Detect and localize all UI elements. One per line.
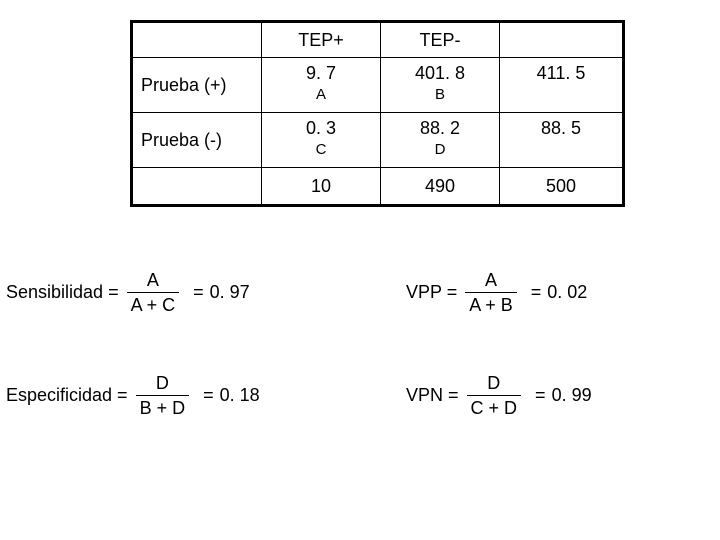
especificidad-result: 0. 18 — [220, 385, 260, 406]
header-total-blank — [500, 22, 624, 58]
cell-C-tag: C — [262, 139, 380, 159]
vpn-num: D — [483, 373, 504, 395]
sensibilidad-equals: = — [193, 282, 204, 303]
cell-B: 401. 8 B — [381, 58, 500, 113]
row-label-prueba-pos: Prueba (+) — [132, 58, 262, 113]
especificidad-den: B + D — [136, 395, 190, 418]
vpp-equals: = — [531, 282, 542, 303]
row-total-1-value: 88. 5 — [500, 113, 622, 139]
contingency-table: TEP+ TEP- Prueba (+) 9. 7 A 401. 8 B 411… — [130, 20, 625, 207]
row-total-0: 411. 5 — [500, 58, 624, 113]
vpn-result: 0. 99 — [552, 385, 592, 406]
vpn-label: VPN = — [406, 385, 459, 406]
cell-C-value: 0. 3 — [262, 113, 380, 139]
row-label-prueba-neg: Prueba (-) — [132, 113, 262, 168]
sensibilidad-label: Sensibilidad = — [6, 282, 119, 303]
cell-C: 0. 3 C — [262, 113, 381, 168]
cell-A: 9. 7 A — [262, 58, 381, 113]
vpp-num: A — [481, 270, 501, 292]
row-total-1: 88. 5 — [500, 113, 624, 168]
especificidad-num: D — [152, 373, 173, 395]
totals-label-blank — [132, 168, 262, 206]
cell-D-tag: D — [381, 139, 499, 159]
cell-A-tag: A — [262, 84, 380, 104]
cell-A-value: 9. 7 — [262, 58, 380, 84]
header-tep-pos: TEP+ — [262, 22, 381, 58]
header-blank — [132, 22, 262, 58]
especificidad-fraction: D B + D — [136, 373, 190, 418]
table-row: Prueba (+) 9. 7 A 401. 8 B 411. 5 — [132, 58, 624, 113]
vpp-label: VPP = — [406, 282, 457, 303]
formulas-block: Sensibilidad = A A + C = 0. 97 VPP = A A… — [0, 270, 720, 476]
sensibilidad-result: 0. 97 — [210, 282, 250, 303]
vpp-den: A + B — [465, 292, 517, 315]
totals-row: 10 490 500 — [132, 168, 624, 206]
formula-row-1: Sensibilidad = A A + C = 0. 97 VPP = A A… — [0, 270, 720, 315]
cell-B-value: 401. 8 — [381, 58, 499, 84]
vpn-equals: = — [535, 385, 546, 406]
vpp-fraction: A A + B — [465, 270, 517, 315]
formula-row-2: Especificidad = D B + D = 0. 18 VPN = D … — [0, 373, 720, 418]
col-total-c2: 490 — [381, 168, 500, 206]
especificidad-label: Especificidad = — [6, 385, 128, 406]
vpp-result: 0. 02 — [547, 282, 587, 303]
row-total-0-value: 411. 5 — [500, 58, 622, 84]
header-tep-neg: TEP- — [381, 22, 500, 58]
grand-total: 500 — [500, 168, 624, 206]
formula-vpn: VPN = D C + D = 0. 99 — [406, 373, 592, 418]
col-total-c1: 10 — [262, 168, 381, 206]
table-row: Prueba (-) 0. 3 C 88. 2 D 88. 5 — [132, 113, 624, 168]
vpn-fraction: D C + D — [467, 373, 522, 418]
formula-especificidad: Especificidad = D B + D = 0. 18 — [6, 373, 346, 418]
sensibilidad-fraction: A A + C — [127, 270, 180, 315]
cell-B-tag: B — [381, 84, 499, 104]
cell-D-value: 88. 2 — [381, 113, 499, 139]
formula-sensibilidad: Sensibilidad = A A + C = 0. 97 — [6, 270, 346, 315]
sensibilidad-num: A — [143, 270, 163, 292]
vpn-den: C + D — [467, 395, 522, 418]
cell-D: 88. 2 D — [381, 113, 500, 168]
sensibilidad-den: A + C — [127, 292, 180, 315]
formula-vpp: VPP = A A + B = 0. 02 — [406, 270, 587, 315]
especificidad-equals: = — [203, 385, 214, 406]
